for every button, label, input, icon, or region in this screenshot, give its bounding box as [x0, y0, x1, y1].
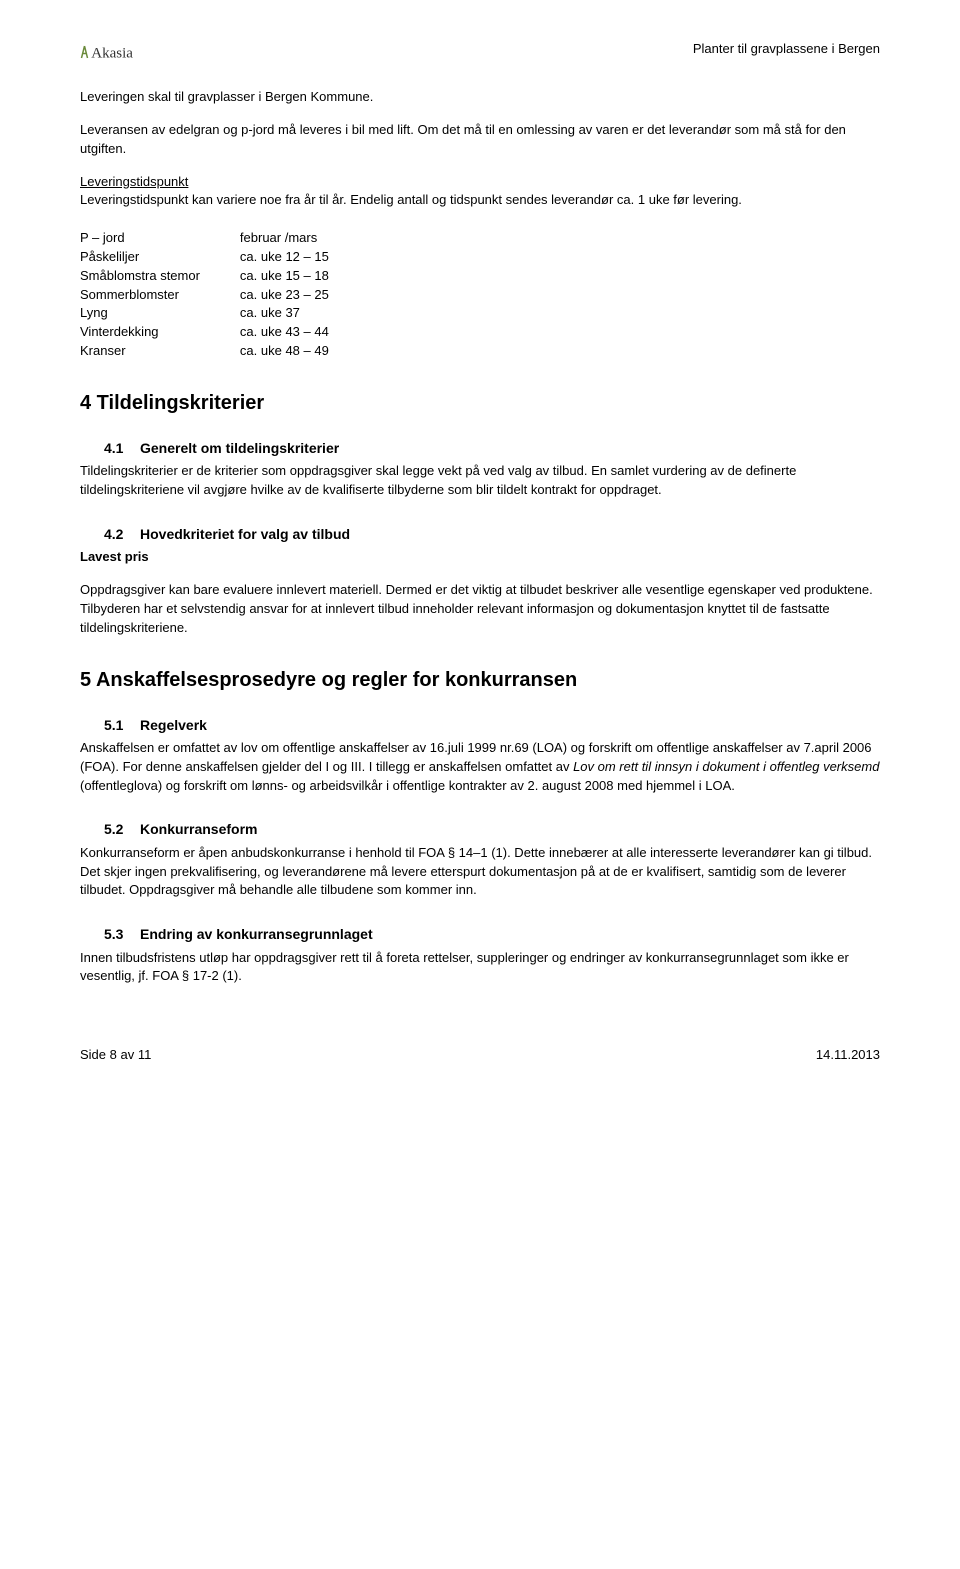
schedule-item: P – jord: [80, 229, 240, 248]
section-num: 5.1: [104, 715, 140, 735]
leveringstidspunkt-heading: Leveringstidspunkt: [80, 174, 188, 189]
section-4-2-body: Oppdragsgiver kan bare evaluere innlever…: [80, 581, 880, 638]
doc-title: Planter til gravplassene i Bergen: [693, 40, 880, 59]
section-5-3-heading: 5.3 Endring av konkurransegrunnlaget: [80, 914, 880, 948]
section-subtitle: Hovedkriteriet for valg av tilbud: [140, 524, 350, 544]
schedule-table: P – jordfebruar /mars Påskeliljerca. uke…: [80, 229, 329, 361]
body-italic: Lov om rett til innsyn i dokument i offe…: [573, 759, 879, 774]
schedule-time: februar /mars: [240, 229, 329, 248]
section-4-1-heading: 4.1 Generelt om tildelingskriterier: [80, 428, 880, 462]
section-5-title: 5 Anskaffelsesprosedyre og regler for ko…: [80, 666, 880, 695]
lavest-pris: Lavest pris: [80, 548, 880, 567]
intro-p2: Leveransen av edelgran og p-jord må leve…: [80, 121, 880, 159]
section-4-1-body: Tildelingskriterier er de kriterier som …: [80, 462, 880, 500]
section-num: 5.3: [104, 924, 140, 944]
section-5-1-heading: 5.1 Regelverk: [80, 705, 880, 739]
schedule-time: ca. uke 15 – 18: [240, 267, 329, 286]
page-header: Akasia Planter til gravplassene i Bergen: [80, 40, 880, 64]
section-4-2-heading: 4.2 Hovedkriteriet for valg av tilbud: [80, 514, 880, 548]
leveringstidspunkt-body: Leveringstidspunkt kan variere noe fra å…: [80, 192, 742, 207]
schedule-time: ca. uke 48 – 49: [240, 342, 329, 361]
section-subtitle: Konkurranseform: [140, 819, 257, 839]
section-5-1-body: Anskaffelsen er omfattet av lov om offen…: [80, 739, 880, 796]
svg-text:Akasia: Akasia: [91, 45, 133, 61]
section-subtitle: Generelt om tildelingskriterier: [140, 438, 339, 458]
section-subtitle: Endring av konkurransegrunnlaget: [140, 924, 373, 944]
section-subtitle: Regelverk: [140, 715, 207, 735]
schedule-item: Kranser: [80, 342, 240, 361]
akasia-logo: Akasia: [80, 40, 170, 64]
schedule-item: Sommerblomster: [80, 286, 240, 305]
section-num: 4.1: [104, 438, 140, 458]
section-num: 4.2: [104, 524, 140, 544]
intro-p1: Leveringen skal til gravplasser i Bergen…: [80, 88, 880, 107]
schedule-item: Lyng: [80, 304, 240, 323]
leveringstidspunkt-block: Leveringstidspunkt Leveringstidspunkt ka…: [80, 173, 880, 211]
schedule-item: Påskeliljer: [80, 248, 240, 267]
body-text: (offentleglova) og forskrift om lønns- o…: [80, 778, 735, 793]
schedule-item: Småblomstra stemor: [80, 267, 240, 286]
section-5-2-heading: 5.2 Konkurranseform: [80, 809, 880, 843]
section-num: 5.2: [104, 819, 140, 839]
section-5-2-body: Konkurranseform er åpen anbudskonkurrans…: [80, 844, 880, 901]
footer-page: Side 8 av 11: [80, 1046, 151, 1065]
section-4-title: 4 Tildelingskriterier: [80, 389, 880, 418]
schedule-time: ca. uke 43 – 44: [240, 323, 329, 342]
schedule-time: ca. uke 23 – 25: [240, 286, 329, 305]
footer-date: 14.11.2013: [816, 1046, 880, 1065]
schedule-time: ca. uke 12 – 15: [240, 248, 329, 267]
page-footer: Side 8 av 11 14.11.2013: [80, 1046, 880, 1065]
schedule-item: Vinterdekking: [80, 323, 240, 342]
section-5-3-body: Innen tilbudsfristens utløp har oppdrags…: [80, 949, 880, 987]
schedule-time: ca. uke 37: [240, 304, 329, 323]
